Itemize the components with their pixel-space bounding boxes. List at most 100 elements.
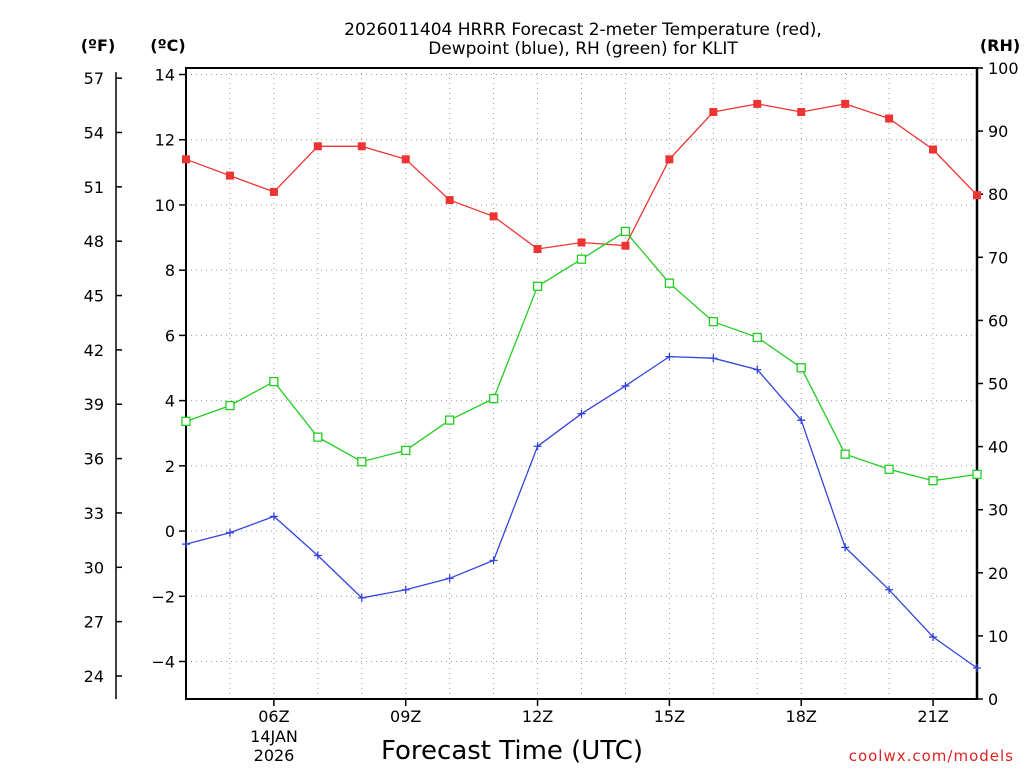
x-axis-label: Forecast Time (UTC) <box>381 736 643 766</box>
dewpoint-point <box>225 528 234 537</box>
dewpoint-point <box>577 409 586 418</box>
2-meter-temperature-point <box>973 191 981 200</box>
fahrenheit-tick-label: 33 <box>84 504 104 523</box>
rh-tick-label: 80 <box>988 185 1008 204</box>
rh-series <box>181 226 982 486</box>
rh-point <box>445 415 455 425</box>
series <box>181 99 982 673</box>
dewpoint-point <box>753 365 762 374</box>
rh-point <box>225 400 235 411</box>
celsius-tick-label: 0 <box>165 522 175 541</box>
rh-point <box>708 317 718 327</box>
rh-tick-label: 100 <box>988 59 1019 78</box>
rh-point <box>488 393 499 404</box>
rh-tick-label: 20 <box>988 564 1008 583</box>
chart-title: 2026011404 HRRR Forecast 2-meter Tempera… <box>344 20 822 40</box>
2-meter-temperature-point <box>182 155 190 164</box>
2-meter-temperature-point <box>445 196 454 205</box>
2-meter-temperature-point <box>753 99 762 108</box>
rh-tick-label: 60 <box>988 311 1008 330</box>
2-meter-temperature-point <box>621 241 630 250</box>
rh-point <box>576 254 587 264</box>
x-tick-label: 21Z <box>917 707 948 726</box>
dewpoint-point <box>313 551 322 560</box>
rh-point <box>928 476 938 486</box>
celsius-axis-label: (ºC) <box>150 36 185 55</box>
fahrenheit-tick-label: 24 <box>84 667 104 686</box>
dewpoint-point <box>357 593 366 602</box>
celsius-tick-label: 8 <box>165 261 175 280</box>
celsius-tick-label: 10 <box>155 196 175 215</box>
celsius-tick-label: −4 <box>151 652 175 671</box>
2-meter-temperature-point <box>797 108 806 117</box>
2-meter-temperature-point <box>489 212 498 221</box>
fahrenheit-tick-label: 54 <box>84 123 104 142</box>
dewpoint-point <box>401 585 410 594</box>
rh-point <box>532 281 543 291</box>
dewpoint-point <box>709 354 718 363</box>
celsius-tick-label: 14 <box>155 66 175 85</box>
2-meter-temperature-point <box>841 99 850 108</box>
x-tick-label: 18Z <box>786 707 817 726</box>
dewpoint-point <box>489 556 498 565</box>
dewpoint-series <box>182 352 981 673</box>
fahrenheit-tick-label: 48 <box>84 232 104 251</box>
2-meter-temperature-point <box>401 155 410 164</box>
celsius-tick-label: 6 <box>165 326 175 345</box>
date-label-year: 2026 <box>254 746 295 765</box>
dewpoint-point <box>797 416 806 425</box>
fahrenheit-tick-label: 39 <box>84 395 104 414</box>
fahrenheit-tick-label: 27 <box>84 613 104 632</box>
rh-point <box>269 376 279 387</box>
dewpoint-point <box>182 540 190 549</box>
rh-axis-label: (RH) <box>980 36 1020 55</box>
celsius-tick-label: −2 <box>151 587 175 606</box>
2-meter-temperature-point <box>665 155 674 164</box>
rh-tick-label: 40 <box>988 438 1008 457</box>
fahrenheit-tick-label: 51 <box>84 178 104 197</box>
2-meter-temperature-point <box>313 142 322 151</box>
fahrenheit-axis-label: (ºF) <box>81 36 116 55</box>
celsius-tick-label: 2 <box>165 457 175 476</box>
rh-point <box>357 457 367 467</box>
celsius-tick-label: 12 <box>155 131 175 150</box>
rh-point <box>972 469 982 480</box>
rh-tick-label: 50 <box>988 375 1008 394</box>
fahrenheit-tick-label: 57 <box>84 69 104 88</box>
x-tick-label: 06Z <box>258 707 289 726</box>
2-meter-temperature-point <box>577 238 586 247</box>
axes: −4−2024681012142427303336394245485154570… <box>84 59 1019 726</box>
rh-tick-label: 30 <box>988 501 1008 520</box>
rh-point <box>840 449 850 459</box>
fahrenheit-tick-label: 45 <box>84 287 104 306</box>
dewpoint-point <box>665 352 674 361</box>
2-meter-temperature-point <box>709 108 718 117</box>
x-tick-label: 12Z <box>522 707 553 726</box>
dewpoint-point <box>621 381 630 390</box>
chart-subtitle: Dewpoint (blue), RH (green) for KLIT <box>428 39 738 59</box>
rh-point <box>664 278 675 288</box>
fahrenheit-tick-label: 30 <box>84 558 104 577</box>
date-label-day: 14JAN <box>250 727 298 746</box>
x-tick-label: 09Z <box>390 707 421 726</box>
dewpoint-point <box>841 543 850 552</box>
rh-tick-label: 90 <box>988 122 1008 141</box>
dewpoint-point <box>929 633 938 642</box>
rh-tick-label: 70 <box>988 248 1008 267</box>
2-meter-temperature-line <box>185 103 978 250</box>
fahrenheit-tick-label: 42 <box>84 341 104 360</box>
rh-point <box>752 332 762 343</box>
rh-point <box>313 432 323 442</box>
rh-point <box>401 445 411 456</box>
2-meter-temperature-point <box>929 145 938 154</box>
2-meter-temperature-point <box>885 114 894 123</box>
2-meter-temperature-point <box>225 171 234 180</box>
2-meter-temperature-point <box>533 244 542 253</box>
rh-tick-label: 10 <box>988 627 1008 646</box>
2-meter-temperature-series <box>182 99 981 253</box>
dewpoint-point <box>885 585 894 594</box>
2-meter-temperature-point <box>269 187 278 196</box>
fahrenheit-tick-label: 36 <box>84 450 104 469</box>
dewpoint-point <box>533 442 542 451</box>
